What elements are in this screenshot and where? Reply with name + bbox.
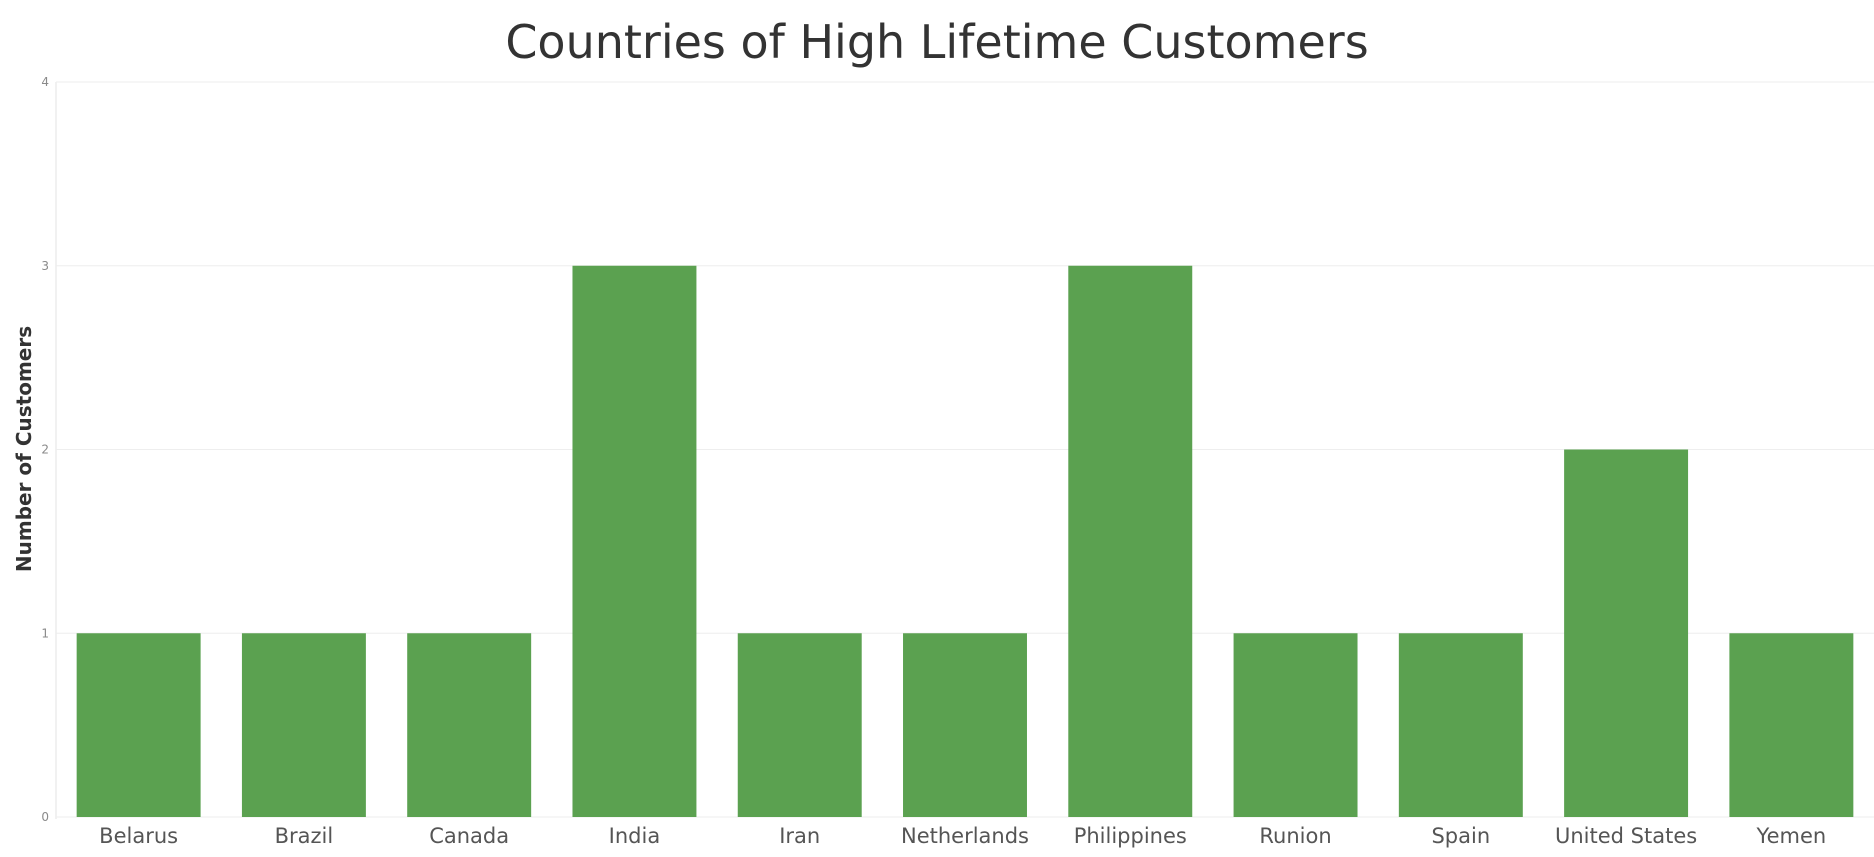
y-tick-label: 1 <box>41 626 49 640</box>
x-tick-label: Yemen <box>1756 824 1827 848</box>
bar <box>407 633 532 817</box>
y-axis-ticks: 0 1 2 3 4 <box>41 75 49 824</box>
y-axis-label: Number of Customers <box>12 326 36 572</box>
bars <box>76 265 1854 817</box>
x-tick-label: Canada <box>429 824 509 848</box>
x-axis-ticks: Belarus Brazil Canada India Iran Netherlands P… <box>99 824 1826 848</box>
x-tick-label: Philippines <box>1074 824 1187 848</box>
x-tick-label: United States <box>1555 824 1697 848</box>
y-tick-label: 0 <box>41 810 49 824</box>
y-tick-label: 2 <box>41 443 49 457</box>
bar <box>1564 449 1689 817</box>
x-tick-label: Iran <box>779 824 820 848</box>
bar <box>1729 633 1854 817</box>
bar <box>241 633 366 817</box>
bar <box>903 633 1027 817</box>
bar <box>1398 633 1523 817</box>
chart-title: Countries of High Lifetime Customers <box>505 15 1368 69</box>
bar <box>1233 633 1358 817</box>
y-tick-label: 4 <box>41 75 49 89</box>
x-tick-label: India <box>609 824 661 848</box>
y-tick-label: 3 <box>41 259 49 273</box>
bar <box>76 633 201 817</box>
x-tick-label: Belarus <box>99 824 178 848</box>
x-tick-label: Spain <box>1431 824 1490 848</box>
x-tick-label: Runion <box>1259 824 1331 848</box>
bar <box>1068 265 1193 817</box>
bar <box>737 633 862 817</box>
x-tick-label: Netherlands <box>901 824 1029 848</box>
bar <box>572 265 697 817</box>
x-tick-label: Brazil <box>275 824 334 848</box>
